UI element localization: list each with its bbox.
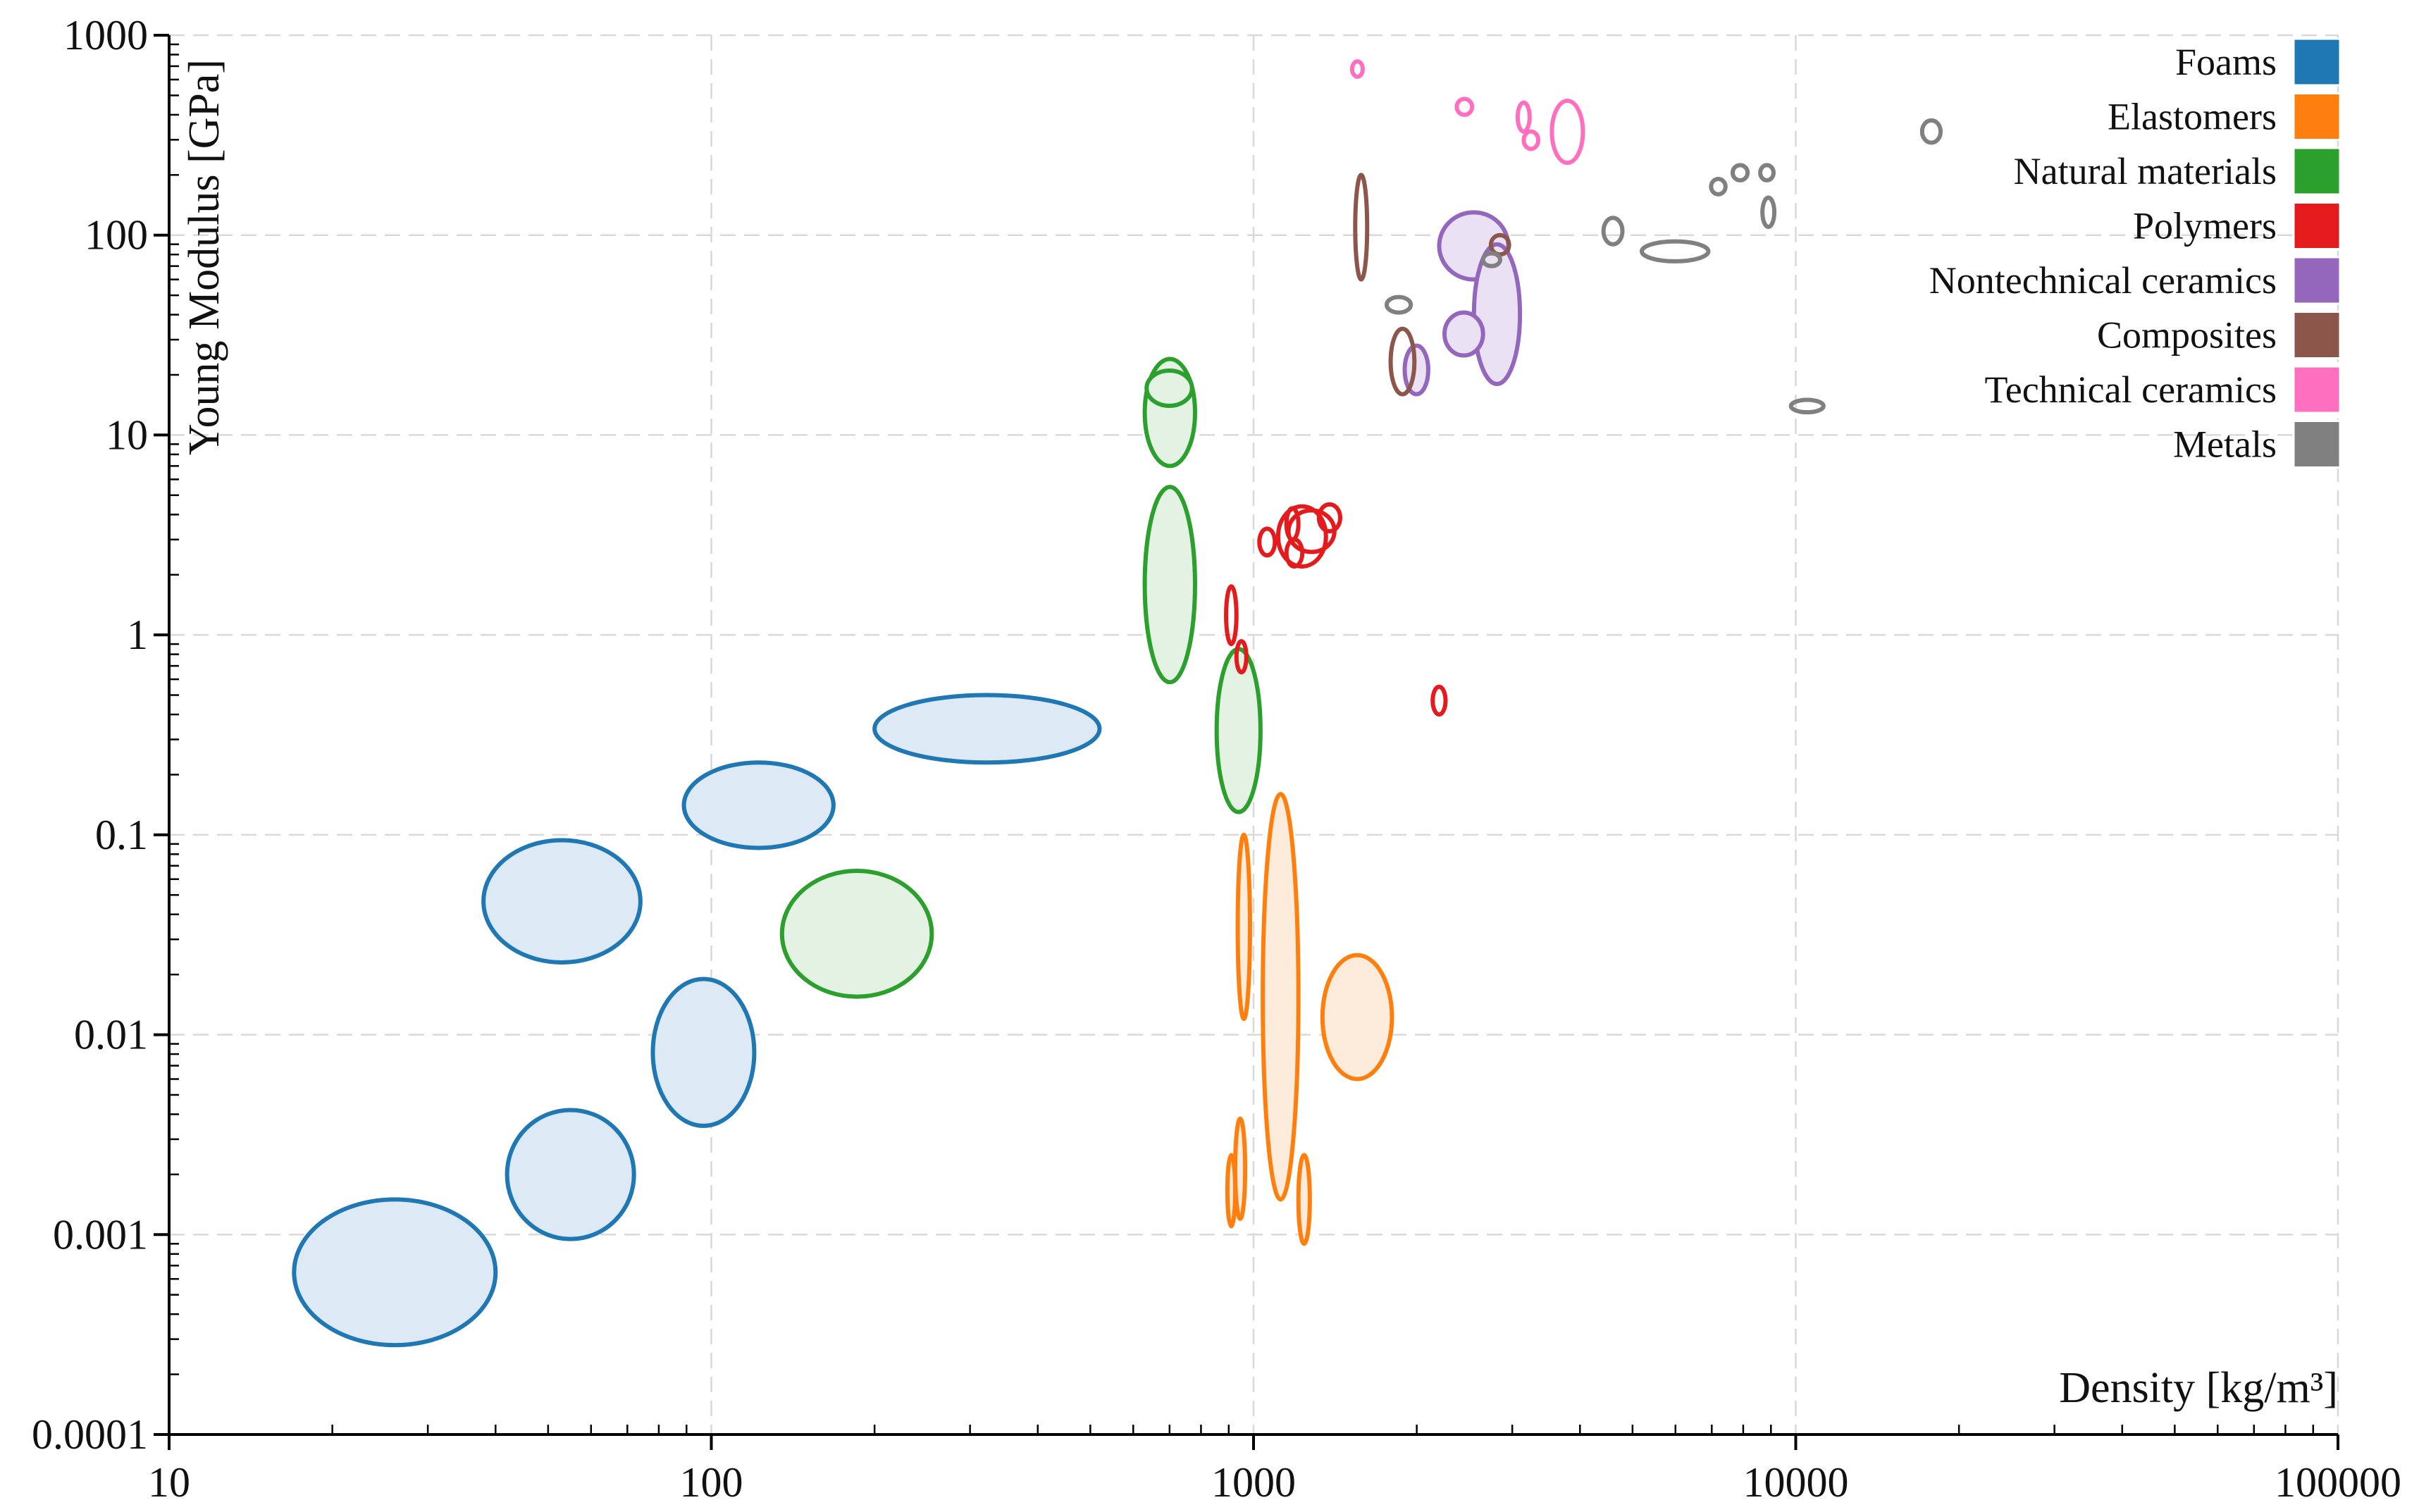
data-ellipse bbox=[779, 869, 934, 999]
data-ellipse bbox=[1919, 118, 1943, 145]
data-ellipse bbox=[1257, 526, 1277, 558]
data-ellipse bbox=[681, 760, 836, 850]
data-ellipse bbox=[1709, 176, 1728, 197]
series-foams bbox=[292, 693, 1102, 1348]
data-ellipse bbox=[1639, 239, 1711, 264]
plot-marks bbox=[292, 59, 1943, 1348]
axes: 10 100 1000 10000 100000 0.0001 0.001 0.01 0.1 1 1… bbox=[32, 12, 2401, 1506]
x-tick-label: 1000 bbox=[1211, 1459, 1296, 1506]
y-tick-label: 10 bbox=[106, 411, 148, 458]
legend-swatch bbox=[2292, 420, 2341, 469]
data-ellipse bbox=[1515, 100, 1532, 134]
legend-swatch bbox=[2292, 256, 2341, 305]
data-ellipse bbox=[1320, 953, 1394, 1082]
y-tick-label: 0.01 bbox=[74, 1012, 148, 1058]
legend-swatch bbox=[2292, 147, 2341, 196]
series-natural-materials bbox=[779, 357, 1263, 999]
data-ellipse bbox=[1480, 251, 1503, 268]
data-ellipse bbox=[1284, 506, 1301, 542]
legend-label: Natural materials bbox=[2014, 150, 2277, 192]
legend-swatch bbox=[2292, 365, 2341, 414]
data-ellipse bbox=[1349, 59, 1365, 79]
data-ellipse bbox=[1388, 326, 1417, 397]
data-ellipse bbox=[1214, 647, 1263, 814]
series-technical-ceramics bbox=[1349, 59, 1585, 166]
data-ellipse bbox=[650, 977, 757, 1128]
series-polymers bbox=[1224, 502, 1448, 717]
y-tick-label: 1000 bbox=[63, 12, 148, 58]
data-ellipse bbox=[1142, 485, 1197, 685]
x-tick-label: 100 bbox=[680, 1459, 743, 1506]
data-ellipse bbox=[1275, 504, 1328, 569]
legend-swatch bbox=[2292, 92, 2341, 141]
legend-label: Composites bbox=[2097, 314, 2277, 357]
data-ellipse bbox=[1788, 397, 1826, 415]
data-ellipse bbox=[1144, 368, 1194, 408]
data-ellipse bbox=[1234, 639, 1249, 675]
legend-label: Foams bbox=[2175, 41, 2277, 83]
legend-label: Metals bbox=[2173, 423, 2277, 466]
data-ellipse bbox=[1224, 584, 1239, 647]
data-ellipse bbox=[505, 1108, 636, 1241]
series-nontechnical-ceramics bbox=[1402, 210, 1523, 397]
legend-label: Nontechnical ceramics bbox=[1929, 259, 2277, 302]
data-ellipse bbox=[1454, 97, 1475, 117]
data-ellipse bbox=[1758, 163, 1776, 182]
data-ellipse bbox=[872, 693, 1102, 765]
legend-label: Elastomers bbox=[2108, 96, 2277, 138]
data-ellipse bbox=[1601, 216, 1625, 247]
x-axis-title: Density [kg/m³] bbox=[2059, 1364, 2338, 1412]
x-tick-label: 100000 bbox=[2275, 1459, 2401, 1506]
series-elastomers bbox=[1225, 791, 1394, 1246]
data-ellipse bbox=[1760, 195, 1777, 229]
y-tick-label: 0.0001 bbox=[32, 1411, 148, 1458]
legend-swatch bbox=[2292, 37, 2341, 87]
legend-swatch bbox=[2292, 311, 2341, 359]
data-ellipse bbox=[1353, 173, 1370, 282]
legend-swatch bbox=[2292, 202, 2341, 250]
legend-label: Polymers bbox=[2133, 205, 2277, 247]
x-tick-label: 10 bbox=[148, 1459, 190, 1506]
data-ellipse bbox=[1225, 1153, 1237, 1229]
data-ellipse bbox=[1521, 129, 1541, 151]
x-tick-label: 10000 bbox=[1743, 1459, 1849, 1506]
data-ellipse bbox=[1235, 832, 1252, 1022]
y-tick-label: 0.001 bbox=[53, 1211, 148, 1258]
data-ellipse bbox=[1549, 99, 1585, 166]
data-ellipse bbox=[481, 838, 643, 965]
data-ellipse bbox=[292, 1197, 498, 1348]
data-ellipse bbox=[1316, 502, 1343, 534]
legend: Foams Elastomers Natural materials Polymers… bbox=[1929, 37, 2341, 469]
y-tick-label: 100 bbox=[85, 212, 148, 259]
data-ellipse bbox=[1296, 1153, 1312, 1246]
data-ellipse bbox=[1261, 791, 1301, 1202]
data-ellipse bbox=[1430, 684, 1448, 717]
series-composites bbox=[1353, 173, 1511, 397]
legend-label: Technical ceramics bbox=[1985, 368, 2277, 411]
series-metals bbox=[1384, 118, 1943, 415]
data-ellipse bbox=[1730, 163, 1750, 182]
y-tick-label: 0.1 bbox=[95, 812, 148, 858]
y-tick-label: 1 bbox=[127, 612, 148, 658]
y-axis-title: Young Modulus [GPa] bbox=[180, 59, 228, 455]
data-ellipse bbox=[1384, 295, 1413, 315]
data-ellipse bbox=[1442, 310, 1485, 358]
